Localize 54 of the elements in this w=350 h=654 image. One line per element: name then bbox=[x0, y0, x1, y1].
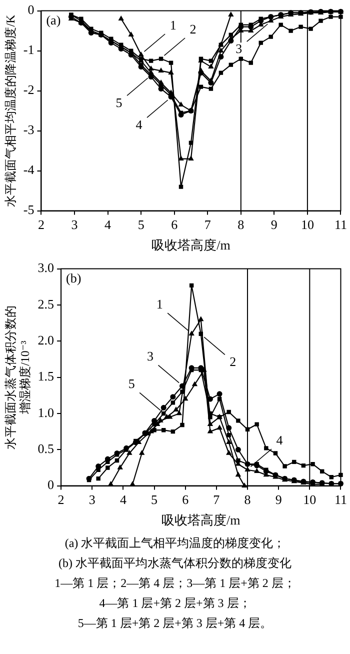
x-tick-label: 6 bbox=[171, 217, 178, 232]
annotation: 5 bbox=[128, 376, 135, 392]
x-tick-label: 5 bbox=[151, 492, 158, 508]
y-tick-label: 0.5 bbox=[38, 441, 54, 456]
x-tick-label: 6 bbox=[182, 492, 190, 508]
text: 5—第 1 层+第 2 层+第 3 层+第 4 层。 bbox=[76, 615, 274, 632]
x-tick-label: 4 bbox=[120, 492, 127, 508]
x-tick-label: 3 bbox=[71, 217, 78, 232]
text: (a) 水平截面上气相平均温度的梯度变化； bbox=[64, 535, 286, 552]
annotation: 4 bbox=[136, 117, 143, 132]
x-tick-label: 9 bbox=[270, 217, 278, 232]
text: 1—第 1 层；2—第 4 层；3—第 1 层+第 2 层； bbox=[54, 575, 296, 592]
x-tick-label: 10 bbox=[303, 492, 316, 508]
annotation: 3 bbox=[147, 348, 154, 364]
y-tick-label: -4 bbox=[23, 162, 35, 178]
annotation: 3 bbox=[236, 41, 242, 56]
y-axis-title: 水平截面气相平均温度的降温梯度/K bbox=[3, 14, 18, 207]
y-tick-label: -3 bbox=[23, 122, 34, 138]
y-tick-label: 1.0 bbox=[38, 404, 54, 420]
chart-title: (a) bbox=[46, 12, 61, 28]
x-tick-label: 2 bbox=[58, 492, 64, 508]
y-tick-label: -5 bbox=[23, 202, 34, 218]
y-tick-label: 0 bbox=[28, 2, 34, 18]
annotation: 2 bbox=[230, 354, 236, 370]
annotation: 1 bbox=[156, 296, 163, 312]
annotation: 2 bbox=[190, 21, 196, 36]
y-tick-label: 1.5 bbox=[38, 368, 54, 384]
y-tick-label: 2.0 bbox=[38, 332, 54, 348]
y-axis-title: 水平截面水蒸气体积分数的增湿梯度/10⁻³ bbox=[3, 305, 32, 450]
x-tick-label: 8 bbox=[238, 217, 244, 232]
x-tick-label: 8 bbox=[244, 492, 251, 508]
x-tick-label: 11 bbox=[334, 217, 348, 232]
x-axis-title: 吸收塔高度/m bbox=[152, 238, 230, 253]
x-tick-label: 2 bbox=[38, 217, 44, 232]
annotation: 4 bbox=[276, 432, 284, 448]
y-tick-label: -2 bbox=[23, 82, 34, 98]
chart-title: (b) bbox=[66, 270, 82, 286]
text: (b) 水平截面平均水蒸气体积分数的梯度变化 bbox=[58, 555, 292, 572]
x-tick-label: 9 bbox=[275, 492, 282, 508]
annotation: 1 bbox=[170, 17, 176, 32]
x-tick-label: 4 bbox=[104, 217, 112, 232]
y-tick-label: 3.0 bbox=[38, 260, 54, 276]
text: 4—第 1 层+第 2 层+第 3 层； bbox=[98, 595, 252, 612]
y-tick-label: 0 bbox=[48, 477, 54, 492]
x-axis-title: 吸收塔高度/m bbox=[162, 512, 240, 528]
y-tick-label: 2.5 bbox=[38, 296, 54, 312]
x-tick-label: 7 bbox=[204, 217, 212, 232]
y-tick-label: -1 bbox=[23, 42, 34, 58]
x-tick-label: 5 bbox=[138, 217, 144, 232]
x-tick-label: 11 bbox=[334, 492, 348, 508]
annotation: 5 bbox=[116, 95, 122, 110]
x-tick-label: 10 bbox=[300, 217, 314, 232]
x-tick-label: 3 bbox=[88, 492, 96, 508]
x-tick-label: 7 bbox=[213, 492, 220, 508]
